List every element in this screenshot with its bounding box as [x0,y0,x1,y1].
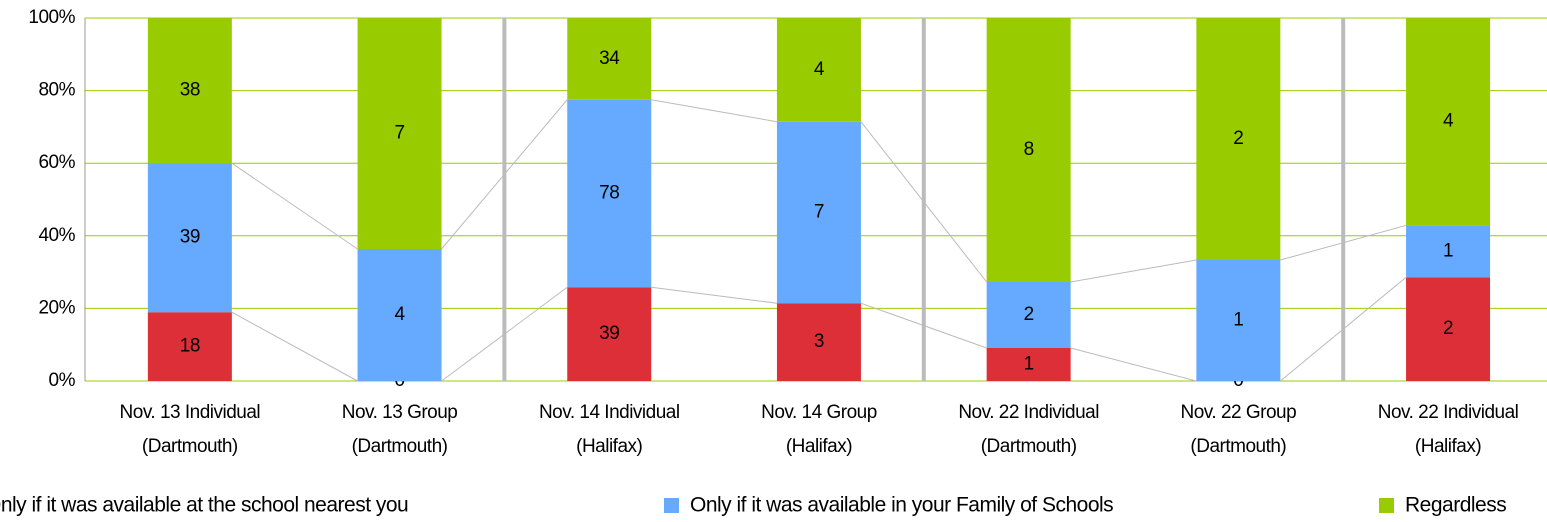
bar-segment [1406,277,1491,381]
bar-segment [567,18,652,100]
bar-segment [1406,225,1491,278]
bar-segment [986,282,1071,348]
y-tick-label: 0% [49,370,76,391]
y-tick-label: 20% [38,297,75,318]
series-line [860,302,987,349]
x-tick-label: Nov. 13 Individual [120,402,261,423]
data-label: 2 [1024,304,1034,325]
data-label: 39 [180,227,200,248]
data-label: 8 [1024,139,1034,160]
data-label: 7 [814,201,824,222]
bar-segment [986,348,1071,381]
data-label: 39 [599,323,619,344]
series-line [441,99,568,250]
bar-segment [567,287,652,381]
x-tick-label: (Dartmouth) [981,436,1077,457]
data-label: 3 [814,331,824,352]
bar-segment [357,249,442,381]
x-tick-label: (Halifax) [1415,436,1481,457]
y-tick-label: 100% [28,7,75,28]
bar-segment [147,163,232,313]
series-line [231,311,358,382]
x-tick-label: Nov. 22 Group [1181,402,1297,423]
series-line [651,99,778,123]
data-label: 4 [1443,111,1454,132]
bar-segment [1196,260,1281,381]
data-label: 4 [814,59,825,80]
x-tick-label: (Halifax) [786,436,852,457]
series-line [651,286,778,304]
y-tick-label: 60% [38,152,75,173]
bar-segment [1196,18,1281,260]
data-label: 18 [180,336,200,357]
x-tick-label: Nov. 14 Group [761,402,877,423]
bar-segment [776,18,861,122]
x-tick-label: (Halifax) [576,436,642,457]
data-label: 34 [599,48,620,69]
x-tick-label: Nov. 22 Individual [1378,402,1519,423]
series-line [441,286,568,382]
x-tick-label: (Dartmouth) [1190,436,1286,457]
legend-label: Regardless [1405,494,1506,517]
x-tick-label: (Dartmouth) [142,436,238,457]
legend-label: Only if it was available in your Family … [690,494,1113,517]
bar-segment [567,99,652,288]
data-label: 2 [1443,318,1453,339]
series-line [231,162,358,250]
legend-swatch [1379,498,1394,513]
series-line [1280,276,1407,382]
y-tick-label: 40% [38,225,75,246]
series-line [1070,347,1197,382]
bar-segment [357,18,442,249]
x-tick-label: (Dartmouth) [352,436,448,457]
bar-segment [1406,18,1491,226]
data-label: 1 [1024,354,1034,375]
x-tick-label: Nov. 14 Individual [539,402,680,423]
legend-swatch [664,498,679,513]
data-label: 2 [1233,128,1243,149]
data-label: 78 [599,183,619,204]
data-label: 7 [395,123,405,144]
bar-segment [147,18,232,164]
data-label: 1 [1233,310,1243,331]
data-label: 4 [395,304,406,325]
y-tick-label: 80% [38,80,75,101]
x-tick-label: Nov. 22 Individual [958,402,1099,423]
bar-segment [147,312,232,381]
series-line [1280,224,1407,261]
x-tick-label: Nov. 13 Group [342,402,458,423]
bar-segment [776,303,861,381]
series-line [1070,259,1197,283]
data-label: 1 [1443,240,1453,261]
data-label: 38 [180,80,200,101]
legend-label: Only if it was available at the school n… [0,494,408,517]
series-line [860,121,988,283]
bar-segment [776,121,861,304]
bar-segment [986,18,1071,282]
